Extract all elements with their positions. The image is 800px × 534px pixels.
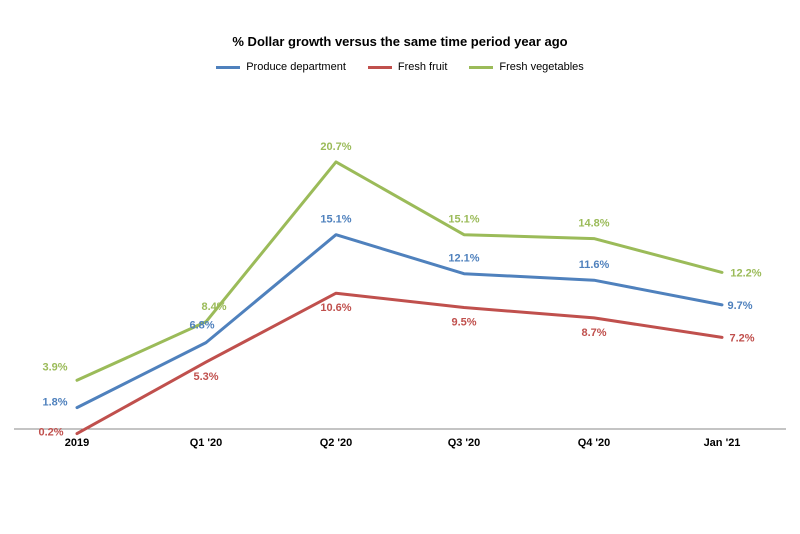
data-label-produce: 1.8% <box>42 397 67 409</box>
legend-swatch-fruit <box>367 65 392 69</box>
data-label-fruit: 9.5% <box>451 317 476 329</box>
series-line-vegetables <box>75 160 724 382</box>
data-label-vegetables: 12.2% <box>730 267 761 279</box>
data-label-vegetables: 8.4% <box>201 301 226 313</box>
data-label-fruit: 7.2% <box>729 332 754 344</box>
x-tick-label: Q3 '20 <box>448 437 481 449</box>
data-label-vegetables: 15.1% <box>448 214 479 226</box>
data-label-produce: 11.6% <box>579 259 610 271</box>
data-label-fruit: 8.7% <box>581 327 606 339</box>
legend-label-produce: Produce department <box>246 61 346 73</box>
legend-item-fruit: Fresh fruit <box>367 61 448 73</box>
data-label-fruit: 5.3% <box>193 371 218 383</box>
data-label-produce: 6.8% <box>189 320 214 332</box>
x-tick-label: Q1 '20 <box>190 437 223 449</box>
legend-swatch-produce <box>216 65 241 69</box>
data-label-produce: 15.1% <box>320 214 351 226</box>
x-tick-label: Q2 '20 <box>320 437 353 449</box>
data-label-produce: 12.1% <box>448 253 479 265</box>
series-line-fruit <box>75 291 724 436</box>
x-tick-label: Jan '21 <box>704 437 741 449</box>
legend-item-produce: Produce department <box>216 61 346 73</box>
legend-label-vegetables: Fresh vegetables <box>499 61 584 73</box>
chart-legend: Produce department Fresh fruit Fresh veg… <box>0 61 800 73</box>
x-tick-label: 2019 <box>65 437 89 449</box>
series-line-produce <box>75 233 724 410</box>
data-label-fruit: 10.6% <box>320 302 351 314</box>
x-tick-label: Q4 '20 <box>578 437 611 449</box>
data-label-vegetables: 3.9% <box>42 361 67 373</box>
data-label-vegetables: 14.8% <box>578 218 609 230</box>
chart-title: % Dollar growth versus the same time per… <box>232 34 568 49</box>
data-label-fruit: 0.2% <box>38 427 63 439</box>
legend-swatch-vegetables <box>469 65 494 69</box>
data-label-produce: 9.7% <box>727 300 752 312</box>
legend-item-vegetables: Fresh vegetables <box>469 61 584 73</box>
legend-label-fruit: Fresh fruit <box>397 61 448 73</box>
data-label-vegetables: 20.7% <box>320 141 351 153</box>
